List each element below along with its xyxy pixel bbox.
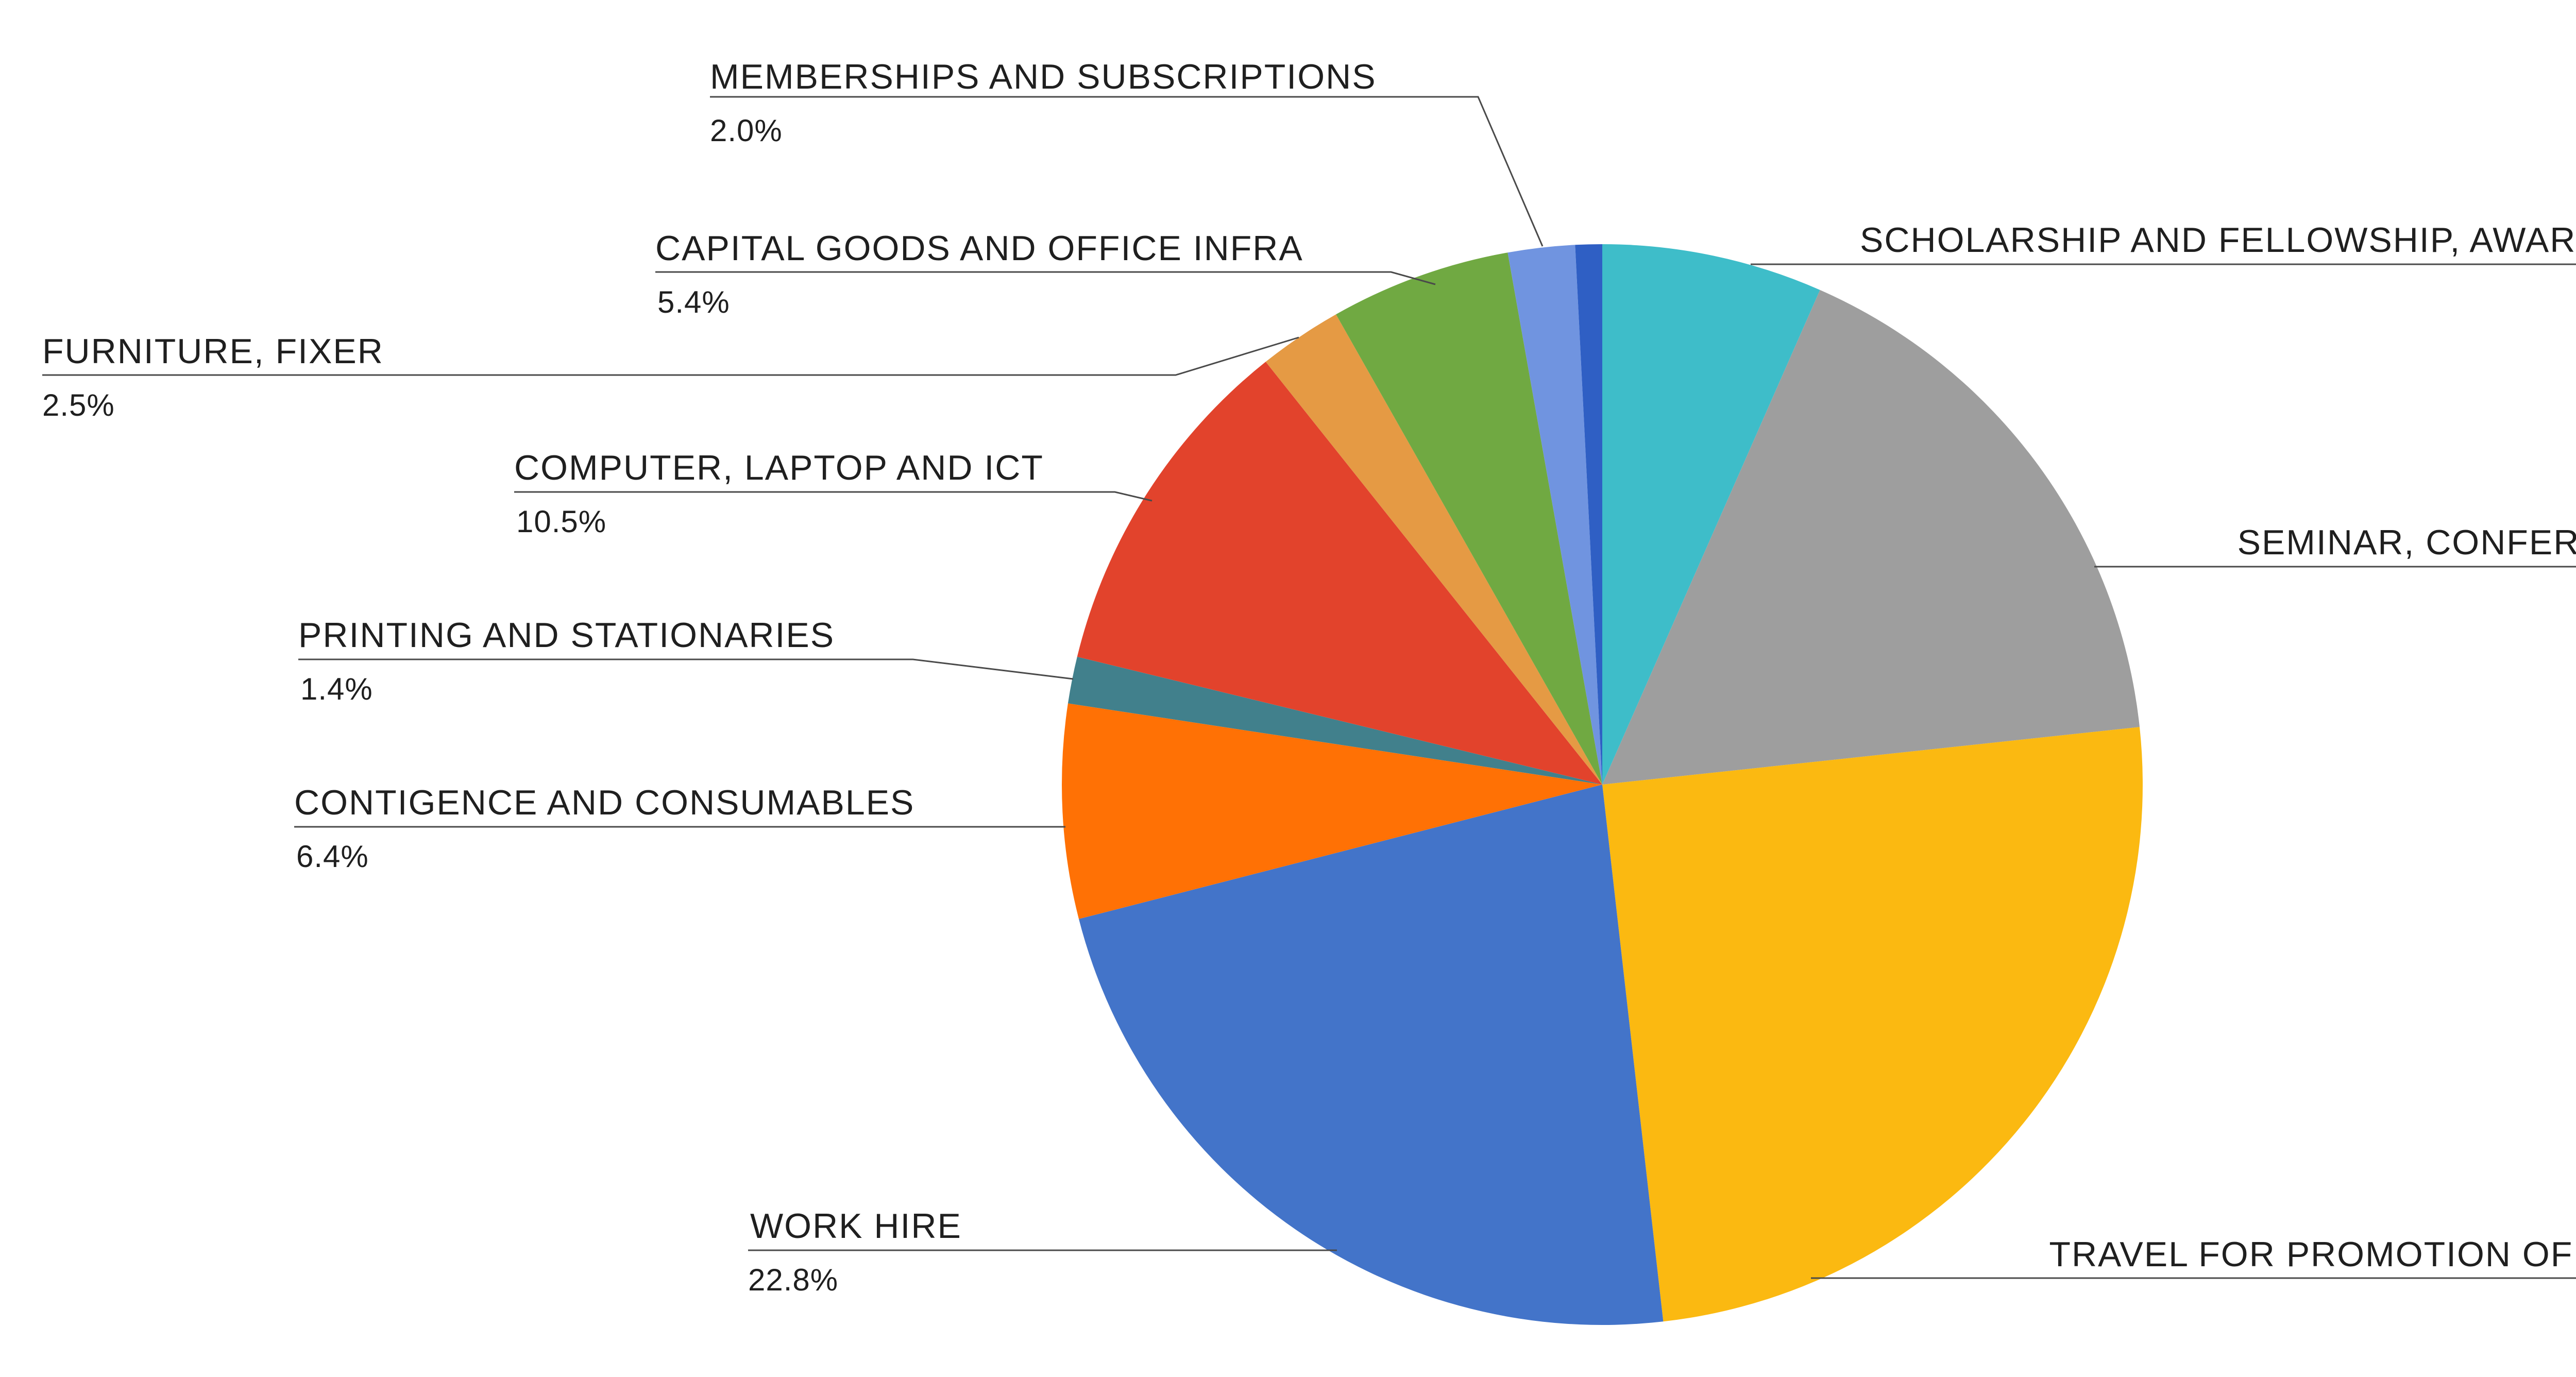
leader-line-capital-goods-and-office-infra — [655, 271, 1436, 285]
leader-line-memberships-and-subscriptions — [710, 96, 1544, 247]
pie-slice-unlabeled[interactable] — [1575, 244, 1602, 785]
pie-slice-memberships-and-subscriptions[interactable] — [1507, 245, 1602, 785]
slice-label-printing-and-stationaries: PRINTING AND STATIONARIES — [298, 616, 835, 655]
slice-label-travel-for-promotion-of-international-relations: TRAVEL FOR PROMOTION OF INTERNATIONAL RE… — [2049, 1235, 2576, 1274]
pie-slice-scholarship-and-fellowship-awards-rewards[interactable] — [1602, 244, 1820, 785]
slice-label-capital-goods-and-office-infra: CAPITAL GOODS AND OFFICE INFRA — [655, 229, 1303, 268]
pie-slice-furniture-fixer[interactable] — [1265, 314, 1602, 785]
pie-slice-work-hire[interactable] — [1079, 785, 1664, 1325]
pie-slice-travel-for-promotion-of-international-relations[interactable] — [1602, 727, 2143, 1322]
pie-slice-computer-laptop-and-ict[interactable] — [1077, 362, 1602, 785]
slice-label-furniture-fixer: FURNITURE, FIXER — [42, 332, 384, 371]
slice-percent-contigence-and-consumables: 6.4% — [296, 839, 369, 874]
pie-slice-printing-and-stationaries[interactable] — [1067, 656, 1602, 785]
slice-percent-computer-laptop-and-ict: 10.5% — [516, 504, 606, 539]
slice-label-computer-laptop-and-ict: COMPUTER, LAPTOP AND ICT — [514, 448, 1044, 487]
slice-percent-printing-and-stationaries: 1.4% — [300, 672, 373, 706]
slice-percent-memberships-and-subscriptions: 2.0% — [710, 113, 783, 148]
slice-label-contigence-and-consumables: CONTIGENCE AND CONSUMABLES — [294, 783, 914, 822]
slice-percent-work-hire: 22.8% — [748, 1263, 838, 1297]
pie-slice-capital-goods-and-office-infra[interactable] — [1336, 252, 1602, 785]
leader-line-computer-laptop-and-ict — [514, 491, 1153, 502]
pie-slice-seminar-conference-events-and-dele[interactable] — [1602, 290, 2140, 785]
slice-percent-capital-goods-and-office-infra: 5.4% — [657, 285, 730, 319]
slice-percent-furniture-fixer: 2.5% — [42, 388, 115, 422]
leader-line-furniture-fixer — [42, 336, 1299, 376]
pie-slice-contigence-and-consumables[interactable] — [1062, 703, 1602, 919]
slice-label-seminar-conference-events-and-dele: SEMINAR, CONFERENCE, EVENTS AND DELE... — [2238, 523, 2576, 562]
slice-label-memberships-and-subscriptions: MEMBERSHIPS AND SUBSCRIPTIONS — [710, 57, 1377, 96]
slice-label-work-hire: WORK HIRE — [750, 1206, 962, 1246]
leader-line-printing-and-stationaries — [298, 658, 1074, 680]
slice-label-scholarship-and-fellowship-awards-rewards: SCHOLARSHIP AND FELLOWSHIP, AWARDS, REWA… — [1860, 220, 2576, 260]
